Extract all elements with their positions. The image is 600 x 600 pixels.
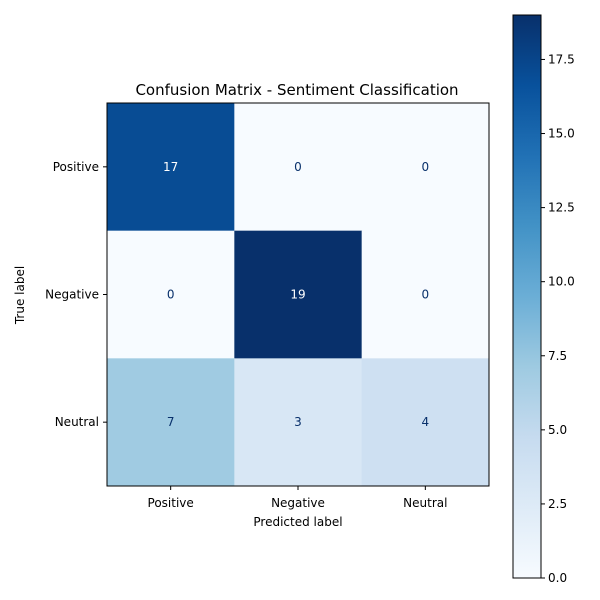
chart-title: Confusion Matrix - Sentiment Classificat… <box>135 81 458 99</box>
colorbar-tick-label: 15.0 <box>548 127 575 141</box>
cell-value-label: 0 <box>422 288 430 302</box>
colorbar-tick-label: 2.5 <box>548 497 567 511</box>
matrix-cell <box>234 358 363 487</box>
cell-value-label: 0 <box>294 160 302 174</box>
colorbar-tick-label: 0.0 <box>548 571 567 585</box>
cell-value-label: 17 <box>163 160 178 174</box>
colorbar-ticks: 0.0 2.5 5.0 7.5 10.0 12.5 15.0 17.5 <box>541 52 575 585</box>
y-tick-label: Neutral <box>55 415 99 429</box>
y-axis-ticks: Positive Negative Neutral <box>45 160 107 429</box>
cell-value-label: 19 <box>290 288 305 302</box>
x-tick-label: Negative <box>271 496 325 510</box>
colorbar-tick-label: 5.0 <box>548 423 567 437</box>
matrix-cell <box>107 230 235 359</box>
cell-value-label: 7 <box>167 415 175 429</box>
colorbar <box>512 14 542 579</box>
matrix-cell <box>361 103 490 232</box>
cell-value-label: 4 <box>422 415 430 429</box>
matrix-cell <box>234 103 363 232</box>
colorbar-tick-label: 17.5 <box>548 52 575 66</box>
x-tick-label: Positive <box>148 496 194 510</box>
matrix-cell <box>361 230 490 359</box>
matrix-cell <box>107 103 235 232</box>
cell-value-label: 3 <box>294 415 302 429</box>
x-axis-ticks: Positive Negative Neutral <box>148 486 447 510</box>
y-axis-label: True label <box>13 266 27 325</box>
matrix-cell <box>107 358 235 487</box>
cell-value-label: 0 <box>167 288 175 302</box>
x-axis-label: Predicted label <box>253 515 342 529</box>
cell-value-label: 0 <box>422 160 430 174</box>
matrix-cells: 17 0 0 0 19 0 7 3 4 <box>107 103 490 487</box>
x-tick-label: Neutral <box>403 496 447 510</box>
colorbar-tick-label: 12.5 <box>548 201 575 215</box>
matrix-cell <box>234 230 363 359</box>
matrix-cell <box>361 358 490 487</box>
colorbar-tick-label: 7.5 <box>548 349 567 363</box>
colorbar-tick-label: 10.0 <box>548 275 575 289</box>
y-tick-label: Positive <box>53 160 99 174</box>
y-tick-label: Negative <box>45 288 99 302</box>
